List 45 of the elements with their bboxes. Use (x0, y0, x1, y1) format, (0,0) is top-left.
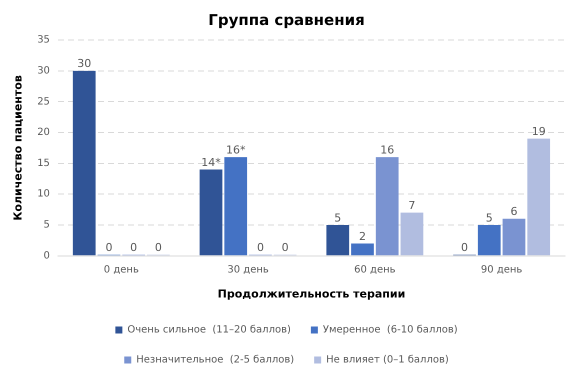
data-label: 16 (380, 144, 394, 157)
data-label: 7 (408, 199, 416, 212)
x-tick-label: 90 день (480, 264, 522, 276)
chart-title: Группа сравнения (208, 10, 365, 29)
data-label: 14* (201, 156, 222, 169)
data-label: 5 (334, 211, 342, 224)
y-tick-label: 30 (37, 65, 50, 76)
x-tick-label: 0 день (104, 264, 139, 276)
data-label: 0 (154, 241, 162, 254)
bar (400, 212, 424, 256)
bar (224, 157, 248, 256)
data-label: 0 (282, 241, 289, 254)
x-axis-title: Продолжительность терапии (218, 287, 406, 300)
y-axis-title: Количество пациентов (11, 75, 24, 221)
legend-label: Очень сильное (11–20 баллов) (127, 324, 291, 336)
y-tick-label: 5 (44, 220, 50, 231)
y-tick-label: 10 (37, 188, 50, 200)
data-label: 30 (77, 57, 92, 70)
data-label: 0 (105, 241, 112, 254)
bar (72, 70, 96, 256)
y-tick-label: 15 (37, 158, 50, 169)
data-label: 0 (461, 241, 468, 254)
y-tick-label: 35 (37, 34, 50, 46)
legend-label: Незначительное (2-5 баллов) (136, 354, 294, 366)
data-label: 16* (226, 144, 246, 157)
bar (478, 224, 501, 256)
y-tick-label: 20 (37, 127, 50, 138)
legend-label: Умеренное (6-10 баллов) (322, 324, 458, 336)
legend-label: Не влияет (0–1 баллов) (326, 354, 449, 366)
bar (502, 218, 526, 256)
data-label: 2 (358, 230, 366, 243)
bar (527, 138, 550, 256)
data-label: 6 (510, 205, 518, 218)
y-tick-label: 0 (44, 250, 50, 262)
bar (376, 157, 399, 256)
x-tick-label: 60 день (354, 264, 396, 276)
data-label: 5 (486, 211, 493, 224)
data-label: 0 (130, 241, 138, 254)
y-tick-label: 25 (37, 96, 50, 108)
bar (200, 169, 222, 256)
bar (326, 224, 350, 256)
bar (351, 243, 374, 256)
x-tick-label: 30 день (227, 264, 269, 276)
data-label: 0 (256, 241, 264, 254)
data-label: 19 (532, 125, 546, 138)
